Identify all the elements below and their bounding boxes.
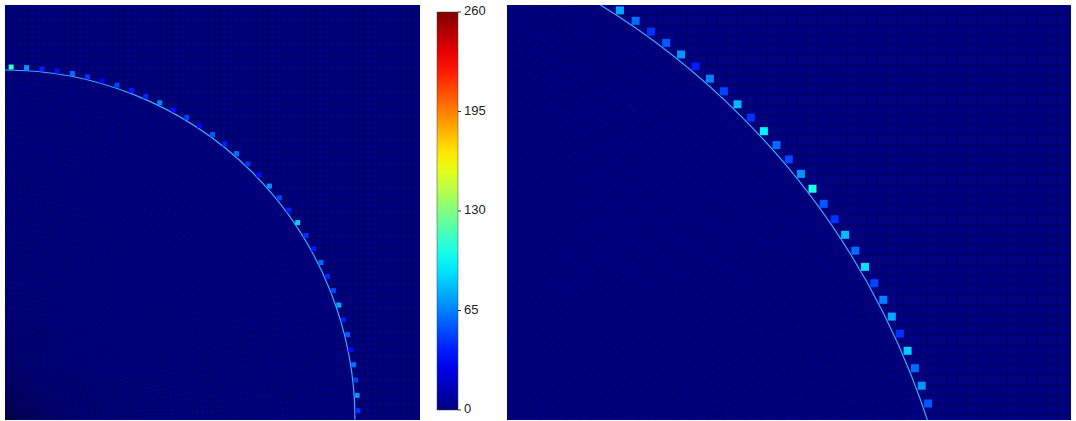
cell — [245, 161, 250, 166]
cell — [734, 100, 742, 108]
cell — [773, 141, 781, 149]
cell — [325, 274, 330, 279]
cell — [924, 399, 932, 407]
colorbar-tick — [458, 12, 461, 13]
cell — [295, 220, 300, 225]
cell — [24, 65, 29, 70]
cell — [355, 393, 360, 398]
cell — [143, 94, 148, 99]
cell — [820, 200, 828, 208]
cell — [311, 246, 316, 251]
panel — [507, 5, 1071, 420]
colorbar-label: 195 — [464, 103, 486, 118]
cell — [353, 378, 358, 383]
cell — [234, 151, 239, 156]
colorbar-tick — [458, 211, 461, 212]
cell — [662, 39, 670, 47]
inner-region — [5, 70, 355, 420]
cell — [632, 17, 640, 25]
cell — [70, 71, 75, 76]
cell — [355, 408, 360, 413]
cell — [331, 288, 336, 293]
cell — [197, 123, 202, 128]
colorbar — [437, 12, 458, 410]
cell — [115, 83, 120, 88]
cell — [647, 28, 655, 36]
cell — [286, 208, 291, 213]
cell — [351, 362, 356, 367]
cell — [808, 185, 816, 193]
cell — [39, 66, 44, 71]
cell — [277, 195, 282, 200]
cell — [55, 68, 60, 73]
cell — [303, 233, 308, 238]
cell — [222, 141, 227, 146]
cell — [616, 6, 624, 14]
cell — [861, 263, 869, 271]
cell — [348, 347, 353, 352]
cell — [336, 303, 341, 308]
panel — [5, 5, 420, 420]
cell — [785, 155, 793, 163]
figure: 0 65 130 195 260 — [0, 0, 1076, 421]
cell — [896, 330, 904, 338]
inner-region — [507, 5, 965, 420]
cell — [918, 382, 926, 390]
cell — [841, 231, 849, 239]
colorbar-tick — [458, 310, 461, 311]
colorbar-tick — [458, 111, 461, 112]
colorbar-label: 65 — [464, 302, 478, 317]
cell — [341, 317, 346, 322]
cell — [256, 172, 261, 177]
colorbar-label: 260 — [464, 3, 486, 18]
cell — [747, 114, 755, 122]
cell — [831, 215, 839, 223]
colorbar-label: 0 — [464, 401, 471, 416]
cell — [888, 313, 896, 321]
colorbar-tick — [458, 410, 461, 411]
cell — [171, 107, 176, 112]
cell — [851, 247, 859, 255]
interface — [507, 5, 965, 420]
cell — [904, 347, 912, 355]
cell — [210, 132, 215, 137]
cell — [85, 74, 90, 79]
cell — [100, 78, 105, 83]
polar-mesh — [5, 70, 355, 420]
cell — [677, 50, 685, 58]
cell — [129, 88, 134, 93]
cell — [184, 115, 189, 120]
cell — [911, 364, 919, 372]
interface — [5, 70, 355, 420]
cell — [692, 62, 700, 70]
cell — [720, 87, 728, 95]
cell — [706, 75, 714, 83]
cell — [870, 279, 878, 287]
colorbar-label: 130 — [464, 202, 486, 217]
polar-mesh — [507, 5, 965, 420]
cell — [760, 127, 768, 135]
cell — [879, 296, 887, 304]
cell — [267, 184, 272, 189]
cell — [157, 100, 162, 105]
cell — [318, 260, 323, 265]
cell — [345, 332, 350, 337]
cell — [797, 170, 805, 178]
cell — [9, 65, 14, 70]
